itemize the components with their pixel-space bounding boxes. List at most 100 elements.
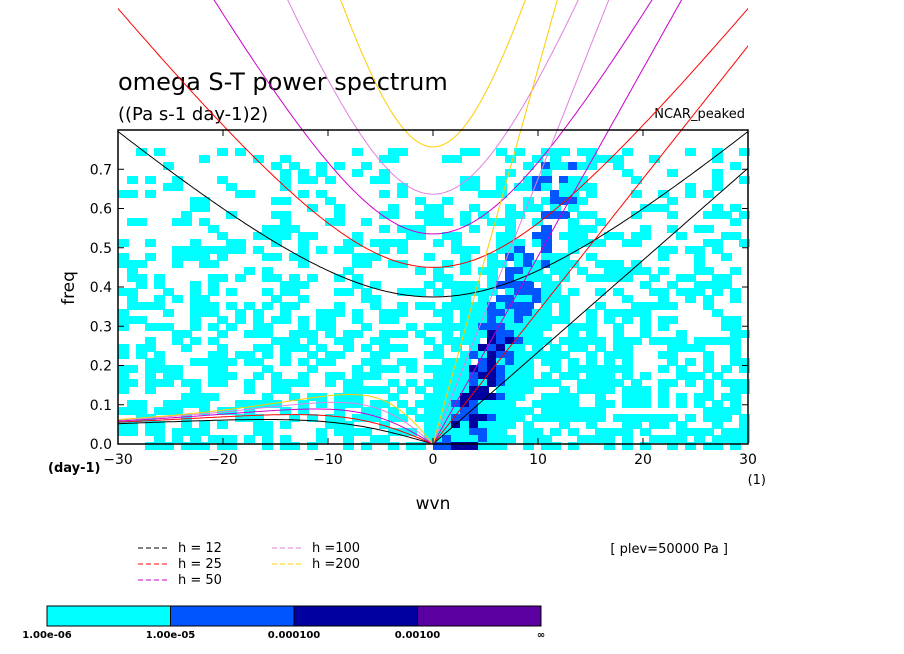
power-cell	[469, 281, 480, 289]
power-cell	[460, 400, 471, 408]
power-cell	[577, 323, 588, 331]
power-cell	[631, 190, 642, 198]
power-cell	[577, 267, 588, 275]
power-cell	[424, 414, 435, 422]
power-cell	[631, 232, 642, 240]
power-cell	[154, 148, 165, 156]
power-cell	[136, 400, 147, 408]
power-cell	[541, 337, 552, 345]
power-cell	[199, 218, 210, 226]
power-cell	[469, 246, 480, 254]
power-cell	[604, 379, 615, 387]
power-cell	[721, 435, 732, 443]
power-cell	[298, 260, 309, 268]
power-cell	[487, 393, 498, 401]
power-cell	[262, 253, 273, 261]
power-cell	[289, 337, 300, 345]
power-cell	[730, 442, 741, 450]
power-cell	[568, 260, 579, 268]
power-cell	[694, 393, 705, 401]
power-cell	[424, 302, 435, 310]
power-cell	[514, 239, 525, 247]
power-cell	[451, 400, 462, 408]
power-cell	[676, 337, 687, 345]
power-cell	[361, 162, 372, 170]
power-cell	[442, 316, 453, 324]
power-cell	[118, 421, 129, 429]
power-cell	[460, 337, 471, 345]
power-cell	[550, 162, 561, 170]
power-cell	[370, 400, 381, 408]
colorbar-segment	[170, 605, 295, 627]
power-cell	[604, 386, 615, 394]
power-cell	[478, 414, 489, 422]
power-cell	[325, 379, 336, 387]
power-cell	[181, 421, 192, 429]
power-cell	[136, 407, 147, 415]
power-cell	[154, 442, 165, 450]
power-cell	[244, 379, 255, 387]
power-cell	[712, 169, 723, 177]
power-cell	[424, 365, 435, 373]
power-cell	[694, 400, 705, 408]
power-cell	[190, 295, 201, 303]
power-cell	[172, 218, 183, 226]
power-cell	[433, 344, 444, 352]
power-cell	[631, 239, 642, 247]
power-cell	[280, 386, 291, 394]
power-cell	[676, 274, 687, 282]
power-cell	[289, 442, 300, 450]
power-cell	[289, 162, 300, 170]
power-cell	[739, 365, 750, 373]
power-cell	[199, 393, 210, 401]
power-cell	[379, 386, 390, 394]
power-cell	[613, 288, 624, 296]
power-cell	[487, 281, 498, 289]
power-cell	[541, 309, 552, 317]
power-cell	[388, 330, 399, 338]
power-cell	[181, 344, 192, 352]
power-cell	[487, 253, 498, 261]
power-cell	[424, 281, 435, 289]
power-cell	[721, 232, 732, 240]
power-cell	[685, 372, 696, 380]
power-cell	[487, 344, 498, 352]
power-cell	[217, 232, 228, 240]
power-cell	[163, 407, 174, 415]
power-cell	[550, 407, 561, 415]
power-cell	[343, 246, 354, 254]
power-cell	[334, 302, 345, 310]
power-cell	[694, 246, 705, 254]
power-cell	[298, 379, 309, 387]
power-cell	[604, 365, 615, 373]
power-cell	[613, 232, 624, 240]
power-cell	[145, 176, 156, 184]
power-cell	[172, 176, 183, 184]
power-cell	[190, 337, 201, 345]
power-cell	[514, 316, 525, 324]
power-cell	[190, 204, 201, 212]
power-cell	[181, 379, 192, 387]
power-cell	[361, 288, 372, 296]
power-cell	[217, 421, 228, 429]
power-cell	[523, 435, 534, 443]
power-cell	[685, 358, 696, 366]
power-cell	[253, 323, 264, 331]
power-cell	[289, 379, 300, 387]
legend-label: h = 12	[178, 541, 222, 556]
power-cell	[577, 176, 588, 184]
power-cell	[262, 232, 273, 240]
power-cell	[523, 260, 534, 268]
power-cell	[694, 288, 705, 296]
power-cell	[478, 288, 489, 296]
power-cell	[217, 407, 228, 415]
power-cell	[532, 414, 543, 422]
power-cell	[730, 393, 741, 401]
power-cell	[532, 351, 543, 359]
power-cell	[307, 232, 318, 240]
power-cell	[712, 176, 723, 184]
power-cell	[622, 309, 633, 317]
power-cell	[541, 232, 552, 240]
power-cell	[181, 330, 192, 338]
power-cell	[433, 407, 444, 415]
